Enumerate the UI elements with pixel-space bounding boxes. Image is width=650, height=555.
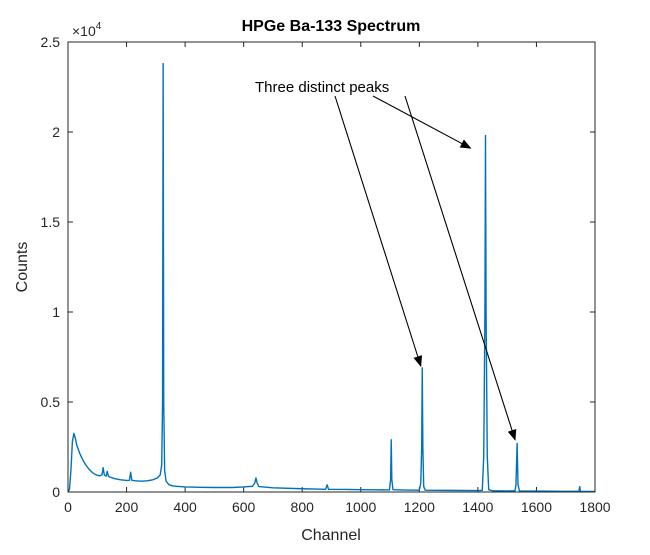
annotation-arrow <box>334 95 423 367</box>
y-tick-label: 2.5 <box>41 34 61 50</box>
y-tick-label: 0 <box>52 484 60 500</box>
x-tick-label: 1200 <box>404 499 435 515</box>
annotation-arrow <box>404 95 517 441</box>
x-tick-label: 1000 <box>345 499 376 515</box>
y-axis-exponent: ×104 <box>72 21 102 39</box>
x-tick-label: 200 <box>115 499 139 515</box>
plot-area <box>68 42 595 492</box>
series-line-spectrum <box>67 62 596 493</box>
y-axis-exponent-power: 4 <box>96 21 102 32</box>
axes-box <box>67 41 596 493</box>
x-tick-label: 1800 <box>579 499 610 515</box>
y-axis-label: Counts <box>14 242 31 293</box>
x-tick-label: 1400 <box>462 499 493 515</box>
annotation-arrow <box>372 95 472 149</box>
chart-title: HPGe Ba-133 Spectrum <box>242 18 421 35</box>
x-tick-label: 400 <box>173 499 197 515</box>
y-tick-label: 0.5 <box>41 394 61 410</box>
annotation-text: Three distinct peaks <box>255 79 389 96</box>
y-tick-label: 1.5 <box>41 214 61 230</box>
x-tick-label: 600 <box>232 499 256 515</box>
annotation-arrows <box>334 95 517 441</box>
x-tick-label: 1600 <box>521 499 552 515</box>
y-tick-label: 1 <box>52 304 60 320</box>
y-tick-label: 2 <box>52 124 60 140</box>
y-axis-exponent-base: ×10 <box>72 23 96 39</box>
x-tick-label: 800 <box>291 499 315 515</box>
x-axis-ticks: 0 200 400 600 800 1000 1200 1400 1600 1800 <box>64 42 611 515</box>
x-axis-label: Channel <box>301 527 361 544</box>
x-tick-label: 0 <box>64 499 72 515</box>
